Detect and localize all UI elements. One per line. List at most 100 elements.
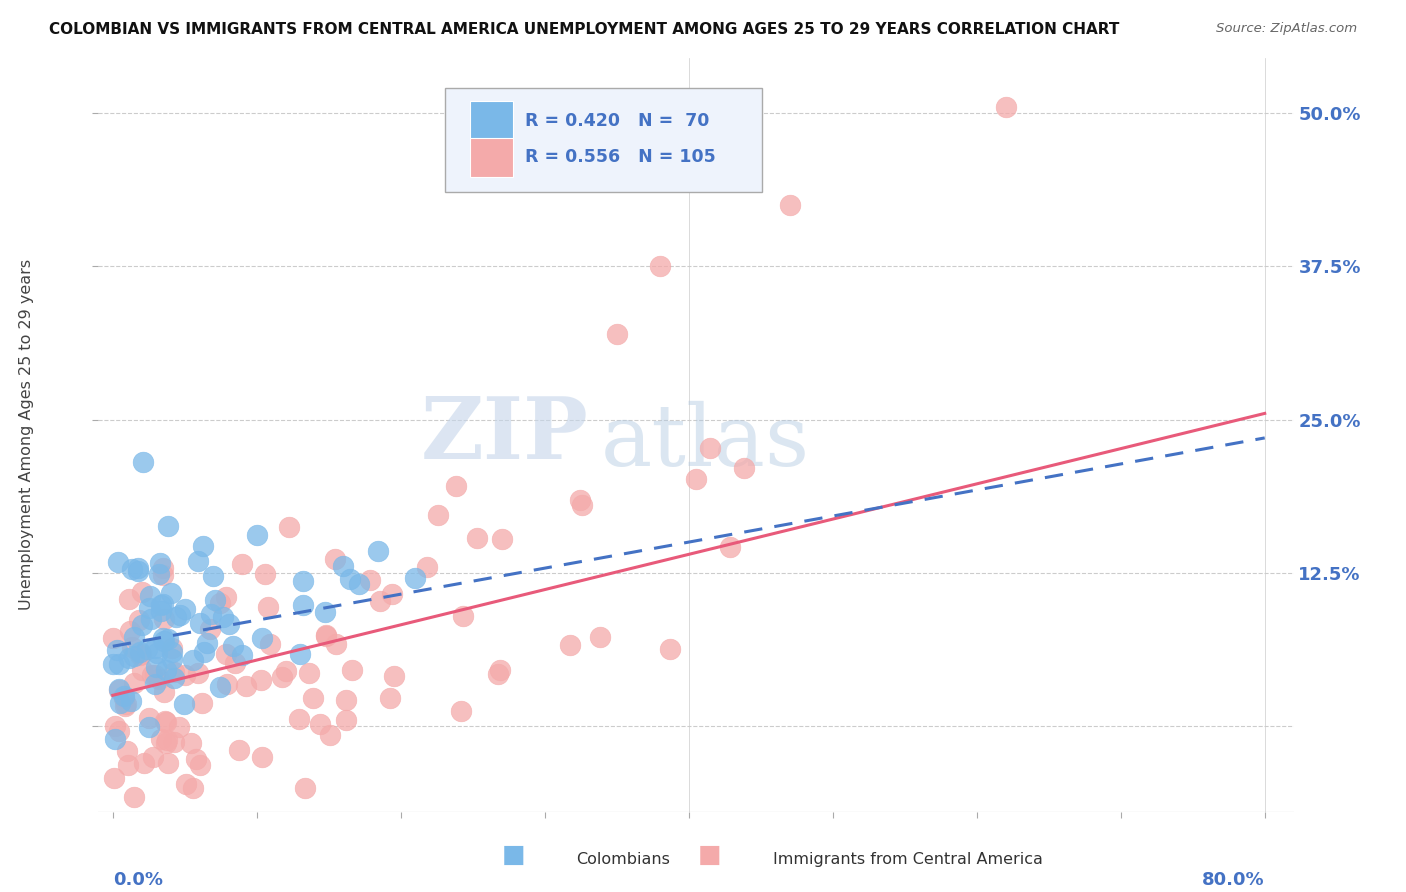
Point — [288, 712, 311, 726]
Point — [427, 508, 450, 522]
Point — [107, 555, 129, 569]
FancyBboxPatch shape — [470, 138, 513, 178]
Point — [104, 719, 127, 733]
Point — [138, 589, 160, 603]
Point — [315, 628, 337, 642]
Point — [155, 736, 177, 750]
Point — [292, 599, 315, 613]
Point — [215, 647, 238, 661]
Point — [404, 571, 426, 585]
Point — [165, 609, 187, 624]
Point — [150, 603, 173, 617]
Point — [117, 758, 139, 772]
Point — [184, 752, 207, 766]
Point — [160, 640, 183, 655]
Point — [107, 657, 129, 671]
Point — [115, 744, 138, 758]
Point — [450, 704, 472, 718]
Point — [335, 713, 357, 727]
Point — [257, 600, 280, 615]
Point — [224, 656, 246, 670]
Point — [198, 622, 221, 636]
Point — [131, 663, 153, 677]
Point — [332, 559, 354, 574]
Point — [381, 587, 404, 601]
Point — [131, 617, 153, 632]
Point — [143, 677, 166, 691]
Point — [181, 653, 204, 667]
Point — [659, 642, 682, 657]
Point — [560, 638, 582, 652]
Point — [215, 590, 238, 604]
Point — [202, 569, 225, 583]
Point — [136, 642, 159, 657]
Point — [254, 566, 277, 581]
Point — [699, 441, 721, 455]
Point — [309, 716, 332, 731]
Point — [110, 697, 132, 711]
Point — [246, 527, 269, 541]
Point — [145, 660, 167, 674]
Point — [277, 520, 299, 534]
Point — [325, 551, 347, 566]
Text: R = 0.420   N =  70: R = 0.420 N = 70 — [524, 112, 710, 129]
Point — [163, 671, 186, 685]
Text: ■: ■ — [502, 843, 524, 867]
Point — [174, 602, 197, 616]
Point — [121, 562, 143, 576]
Point — [259, 637, 281, 651]
Point — [301, 690, 323, 705]
Text: Unemployment Among Ages 25 to 29 years: Unemployment Among Ages 25 to 29 years — [20, 260, 34, 610]
Point — [115, 697, 138, 711]
Text: Source: ZipAtlas.com: Source: ZipAtlas.com — [1216, 22, 1357, 36]
Point — [152, 568, 174, 582]
Point — [315, 629, 337, 643]
Point — [155, 714, 177, 728]
Point — [994, 100, 1017, 114]
Point — [128, 645, 150, 659]
Text: 0.0%: 0.0% — [112, 871, 163, 888]
Point — [141, 668, 163, 682]
Point — [250, 673, 273, 687]
Point — [104, 732, 127, 747]
Point — [129, 648, 152, 663]
Point — [720, 541, 742, 555]
Point — [153, 633, 176, 648]
Point — [195, 636, 218, 650]
Point — [112, 691, 135, 706]
Point — [149, 732, 172, 747]
Point — [569, 493, 592, 508]
Text: atlas: atlas — [600, 401, 810, 484]
Text: ■: ■ — [699, 843, 721, 867]
Point — [160, 645, 183, 659]
Point — [146, 646, 169, 660]
Point — [129, 647, 152, 661]
Point — [139, 612, 162, 626]
Point — [114, 699, 136, 714]
Point — [314, 605, 336, 619]
Point — [152, 684, 174, 698]
Point — [155, 715, 177, 730]
Point — [218, 617, 240, 632]
Point — [149, 556, 172, 570]
Point — [156, 632, 179, 646]
Point — [148, 672, 170, 686]
Point — [291, 574, 314, 588]
Point — [131, 585, 153, 599]
Point — [128, 613, 150, 627]
Point — [359, 573, 381, 587]
Point — [117, 651, 139, 665]
Point — [181, 781, 204, 796]
Point — [208, 681, 231, 695]
Point — [187, 666, 209, 681]
Point — [148, 567, 170, 582]
Point — [325, 637, 347, 651]
Point — [294, 781, 316, 796]
Point — [451, 608, 474, 623]
Point — [204, 593, 226, 607]
Point — [118, 592, 141, 607]
Point — [222, 639, 245, 653]
Point — [108, 681, 131, 696]
Point — [122, 789, 145, 804]
Point — [112, 689, 135, 703]
